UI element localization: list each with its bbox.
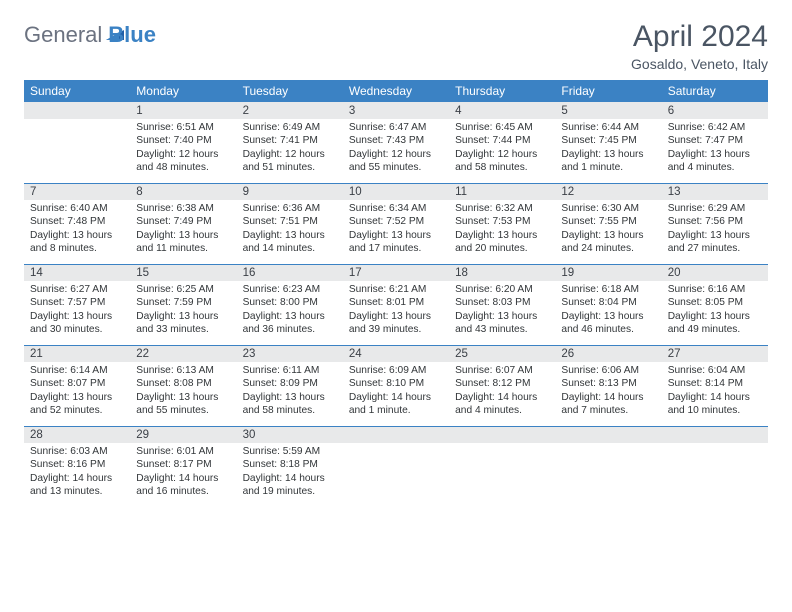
weekday-header: Monday [130,80,236,102]
day-detail-cell [449,443,555,507]
day-number-cell: 14 [24,264,130,281]
day-number-cell: 10 [343,183,449,200]
day-number-cell: 28 [24,426,130,443]
day-detail-row: Sunrise: 6:40 AMSunset: 7:48 PMDaylight:… [24,200,768,264]
day-number-row: 78910111213 [24,183,768,200]
day-detail-cell: Sunrise: 6:18 AMSunset: 8:04 PMDaylight:… [555,281,661,345]
brand-part2: Blue [108,22,156,48]
day-detail-cell: Sunrise: 6:09 AMSunset: 8:10 PMDaylight:… [343,362,449,426]
day-detail-row: Sunrise: 6:27 AMSunset: 7:57 PMDaylight:… [24,281,768,345]
day-detail-cell: Sunrise: 6:07 AMSunset: 8:12 PMDaylight:… [449,362,555,426]
calendar-head: Sunday Monday Tuesday Wednesday Thursday… [24,80,768,102]
day-number-cell: 20 [662,264,768,281]
day-detail-row: Sunrise: 6:03 AMSunset: 8:16 PMDaylight:… [24,443,768,507]
brand-logo: General Blue [24,22,156,48]
day-number-row: 282930 [24,426,768,443]
day-number-cell [662,426,768,443]
day-number-cell: 24 [343,345,449,362]
day-number-cell: 25 [449,345,555,362]
day-number-cell: 18 [449,264,555,281]
day-number-cell [555,426,661,443]
day-number-cell: 17 [343,264,449,281]
page-title: April 2024 [631,20,768,54]
weekday-header: Tuesday [237,80,343,102]
day-detail-cell: Sunrise: 6:27 AMSunset: 7:57 PMDaylight:… [24,281,130,345]
day-number-cell: 30 [237,426,343,443]
brand-part1: General [24,22,102,48]
day-detail-cell: Sunrise: 6:16 AMSunset: 8:05 PMDaylight:… [662,281,768,345]
day-number-cell: 5 [555,102,661,119]
day-detail-cell: Sunrise: 6:32 AMSunset: 7:53 PMDaylight:… [449,200,555,264]
day-detail-cell: Sunrise: 6:11 AMSunset: 8:09 PMDaylight:… [237,362,343,426]
day-number-cell: 3 [343,102,449,119]
day-detail-cell: Sunrise: 6:38 AMSunset: 7:49 PMDaylight:… [130,200,236,264]
weekday-header: Saturday [662,80,768,102]
day-detail-cell: Sunrise: 5:59 AMSunset: 8:18 PMDaylight:… [237,443,343,507]
day-detail-cell: Sunrise: 6:01 AMSunset: 8:17 PMDaylight:… [130,443,236,507]
day-number-cell: 7 [24,183,130,200]
day-number-cell: 29 [130,426,236,443]
day-detail-cell: Sunrise: 6:42 AMSunset: 7:47 PMDaylight:… [662,119,768,183]
calendar-body: 123456Sunrise: 6:51 AMSunset: 7:40 PMDay… [24,102,768,507]
day-number-cell [343,426,449,443]
day-number-cell: 27 [662,345,768,362]
day-number-cell: 19 [555,264,661,281]
day-number-cell: 21 [24,345,130,362]
day-detail-cell [662,443,768,507]
location-subtitle: Gosaldo, Veneto, Italy [631,56,768,72]
day-detail-cell: Sunrise: 6:40 AMSunset: 7:48 PMDaylight:… [24,200,130,264]
page-header: General Blue April 2024 Gosaldo, Veneto,… [24,20,768,72]
day-number-cell: 23 [237,345,343,362]
day-number-cell [449,426,555,443]
day-number-row: 123456 [24,102,768,119]
title-block: April 2024 Gosaldo, Veneto, Italy [631,20,768,72]
day-number-cell: 22 [130,345,236,362]
day-detail-cell: Sunrise: 6:36 AMSunset: 7:51 PMDaylight:… [237,200,343,264]
day-detail-cell: Sunrise: 6:25 AMSunset: 7:59 PMDaylight:… [130,281,236,345]
day-number-cell: 26 [555,345,661,362]
day-detail-cell: Sunrise: 6:47 AMSunset: 7:43 PMDaylight:… [343,119,449,183]
weekday-header: Thursday [449,80,555,102]
day-detail-cell: Sunrise: 6:30 AMSunset: 7:55 PMDaylight:… [555,200,661,264]
day-number-row: 14151617181920 [24,264,768,281]
day-detail-cell [343,443,449,507]
day-number-cell: 11 [449,183,555,200]
day-detail-cell: Sunrise: 6:03 AMSunset: 8:16 PMDaylight:… [24,443,130,507]
weekday-header: Sunday [24,80,130,102]
day-number-row: 21222324252627 [24,345,768,362]
day-number-cell: 15 [130,264,236,281]
day-detail-cell: Sunrise: 6:04 AMSunset: 8:14 PMDaylight:… [662,362,768,426]
day-number-cell [24,102,130,119]
day-detail-cell: Sunrise: 6:45 AMSunset: 7:44 PMDaylight:… [449,119,555,183]
day-detail-cell: Sunrise: 6:20 AMSunset: 8:03 PMDaylight:… [449,281,555,345]
day-detail-cell: Sunrise: 6:44 AMSunset: 7:45 PMDaylight:… [555,119,661,183]
weekday-header: Wednesday [343,80,449,102]
day-number-cell: 6 [662,102,768,119]
day-detail-cell: Sunrise: 6:14 AMSunset: 8:07 PMDaylight:… [24,362,130,426]
day-number-cell: 4 [449,102,555,119]
day-detail-cell: Sunrise: 6:13 AMSunset: 8:08 PMDaylight:… [130,362,236,426]
weekday-header-row: Sunday Monday Tuesday Wednesday Thursday… [24,80,768,102]
day-number-cell: 16 [237,264,343,281]
weekday-header: Friday [555,80,661,102]
day-detail-row: Sunrise: 6:51 AMSunset: 7:40 PMDaylight:… [24,119,768,183]
day-detail-cell: Sunrise: 6:49 AMSunset: 7:41 PMDaylight:… [237,119,343,183]
day-detail-cell: Sunrise: 6:21 AMSunset: 8:01 PMDaylight:… [343,281,449,345]
day-number-cell: 1 [130,102,236,119]
day-number-cell: 2 [237,102,343,119]
day-detail-cell: Sunrise: 6:51 AMSunset: 7:40 PMDaylight:… [130,119,236,183]
day-detail-cell: Sunrise: 6:06 AMSunset: 8:13 PMDaylight:… [555,362,661,426]
calendar-table: Sunday Monday Tuesday Wednesday Thursday… [24,80,768,507]
day-detail-cell [555,443,661,507]
day-number-cell: 9 [237,183,343,200]
day-number-cell: 8 [130,183,236,200]
day-detail-cell: Sunrise: 6:34 AMSunset: 7:52 PMDaylight:… [343,200,449,264]
day-number-cell: 13 [662,183,768,200]
day-detail-row: Sunrise: 6:14 AMSunset: 8:07 PMDaylight:… [24,362,768,426]
day-detail-cell: Sunrise: 6:23 AMSunset: 8:00 PMDaylight:… [237,281,343,345]
day-number-cell: 12 [555,183,661,200]
day-detail-cell [24,119,130,183]
day-detail-cell: Sunrise: 6:29 AMSunset: 7:56 PMDaylight:… [662,200,768,264]
